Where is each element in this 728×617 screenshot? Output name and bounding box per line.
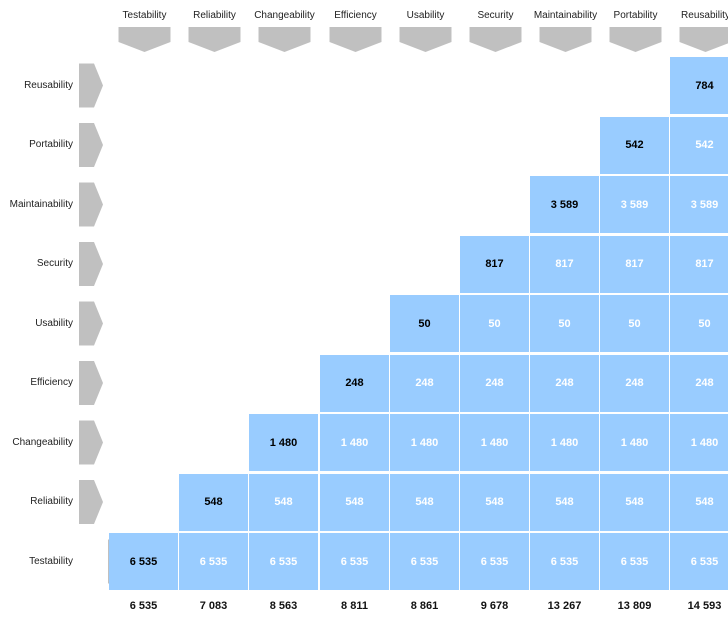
column-chevron-testability [118,27,171,52]
cell-efficiency-reliability: 548 [320,473,389,531]
cell-changeability-testability: 6 535 [249,533,318,590]
cell-security-reliability: 548 [460,473,529,531]
cell-maintainability-maintainability: 3 589 [530,176,599,233]
cell-reusability-reliability: 548 [670,473,728,531]
row-chevron-usability [79,301,103,346]
row-chevron-maintainability [79,182,103,227]
cell-portability-security: 817 [600,235,669,293]
cell-maintainability-testability: 6 535 [530,533,599,590]
cell-portability-efficiency: 248 [600,354,669,412]
cell-usability-testability: 6 535 [390,533,459,590]
cell-reusability-portability: 542 [670,116,728,174]
cell-reliability-testability: 6 535 [179,533,248,590]
column-label-usability: Usability [406,10,445,21]
column-label-reliability: Reliability [193,10,236,21]
row-label-portability: Portability [29,139,73,150]
cell-reusability-security: 817 [670,235,728,293]
column-label-reusability: Reusability [681,10,728,21]
cell-reusability-maintainability: 3 589 [670,176,728,233]
cell-portability-reliability: 548 [600,473,669,531]
column-chevron-usability [399,27,452,52]
cell-usability-reliability: 548 [390,473,459,531]
total-usability: 8 861 [410,600,439,612]
cell-portability-usability: 50 [600,295,669,352]
cell-portability-portability: 542 [600,116,669,174]
column-chevron-security [469,27,522,52]
row-label-reusability: Reusability [24,79,73,91]
cell-maintainability-usability: 50 [530,295,599,352]
cell-efficiency-changeability: 1 480 [320,414,389,471]
row-label-changeability: Changeability [12,436,73,448]
cell-efficiency-testability: 6 535 [320,533,389,590]
column-label-efficiency: Efficiency [334,10,377,21]
cell-security-security: 817 [460,235,529,293]
column-chevron-maintainability [539,27,592,52]
column-label-maintainability: Maintainability [533,10,598,21]
total-portability: 13 809 [617,600,652,612]
cell-usability-changeability: 1 480 [390,414,459,471]
cell-reusability-changeability: 1 480 [670,414,728,471]
column-label-testability: Testability [122,10,167,21]
cell-reusability-usability: 50 [670,295,728,352]
cell-changeability-reliability: 548 [249,473,318,531]
cell-security-usability: 50 [460,295,529,352]
row-label-security: Security [36,258,73,269]
column-chevron-reliability [188,27,241,52]
cell-portability-testability: 6 535 [600,533,669,590]
cell-maintainability-reliability: 548 [530,473,599,531]
total-changeability: 8 563 [269,600,298,612]
cell-changeability-changeability: 1 480 [249,414,318,471]
cell-maintainability-security: 817 [530,235,599,293]
column-chevron-efficiency [329,27,382,52]
cell-maintainability-changeability: 1 480 [530,414,599,471]
row-chevron-portability [79,123,103,167]
total-reliability: 7 083 [199,600,228,612]
row-label-maintainability: Maintainability [9,198,73,210]
cell-portability-maintainability: 3 589 [600,176,669,233]
cell-maintainability-efficiency: 248 [530,354,599,412]
row-chevron-reusability [79,63,103,108]
cell-usability-usability: 50 [390,295,459,352]
column-label-security: Security [477,10,514,21]
cell-reusability-efficiency: 248 [670,354,728,412]
cell-reusability-reusability: 784 [670,57,728,114]
row-chevron-reliability [79,480,103,524]
row-label-testability: Testability [29,555,73,567]
cell-portability-changeability: 1 480 [600,414,669,471]
cell-security-efficiency: 248 [460,354,529,412]
cell-security-changeability: 1 480 [460,414,529,471]
column-chevron-portability [609,27,662,52]
row-label-usability: Usability [35,317,73,329]
total-maintainability: 13 267 [547,600,582,612]
cell-reusability-testability: 6 535 [670,533,728,590]
cell-security-testability: 6 535 [460,533,529,590]
column-chevron-changeability [258,27,311,52]
column-chevron-reusability [679,27,728,52]
total-testability: 6 535 [129,600,158,612]
row-chevron-security [79,242,103,286]
total-security: 9 678 [480,600,509,612]
total-efficiency: 8 811 [341,600,368,612]
cell-reliability-reliability: 548 [179,473,248,531]
row-label-efficiency: Efficiency [30,377,73,388]
total-reusability: 14 593 [687,600,722,612]
column-label-portability: Portability [613,10,658,21]
row-chevron-efficiency [79,361,103,405]
cell-efficiency-efficiency: 248 [320,354,389,412]
column-label-changeability: Changeability [254,10,315,21]
row-chevron-changeability [79,420,103,465]
cell-testability-testability: 6 535 [109,533,178,590]
cell-usability-efficiency: 248 [390,354,459,412]
row-label-reliability: Reliability [30,496,73,507]
